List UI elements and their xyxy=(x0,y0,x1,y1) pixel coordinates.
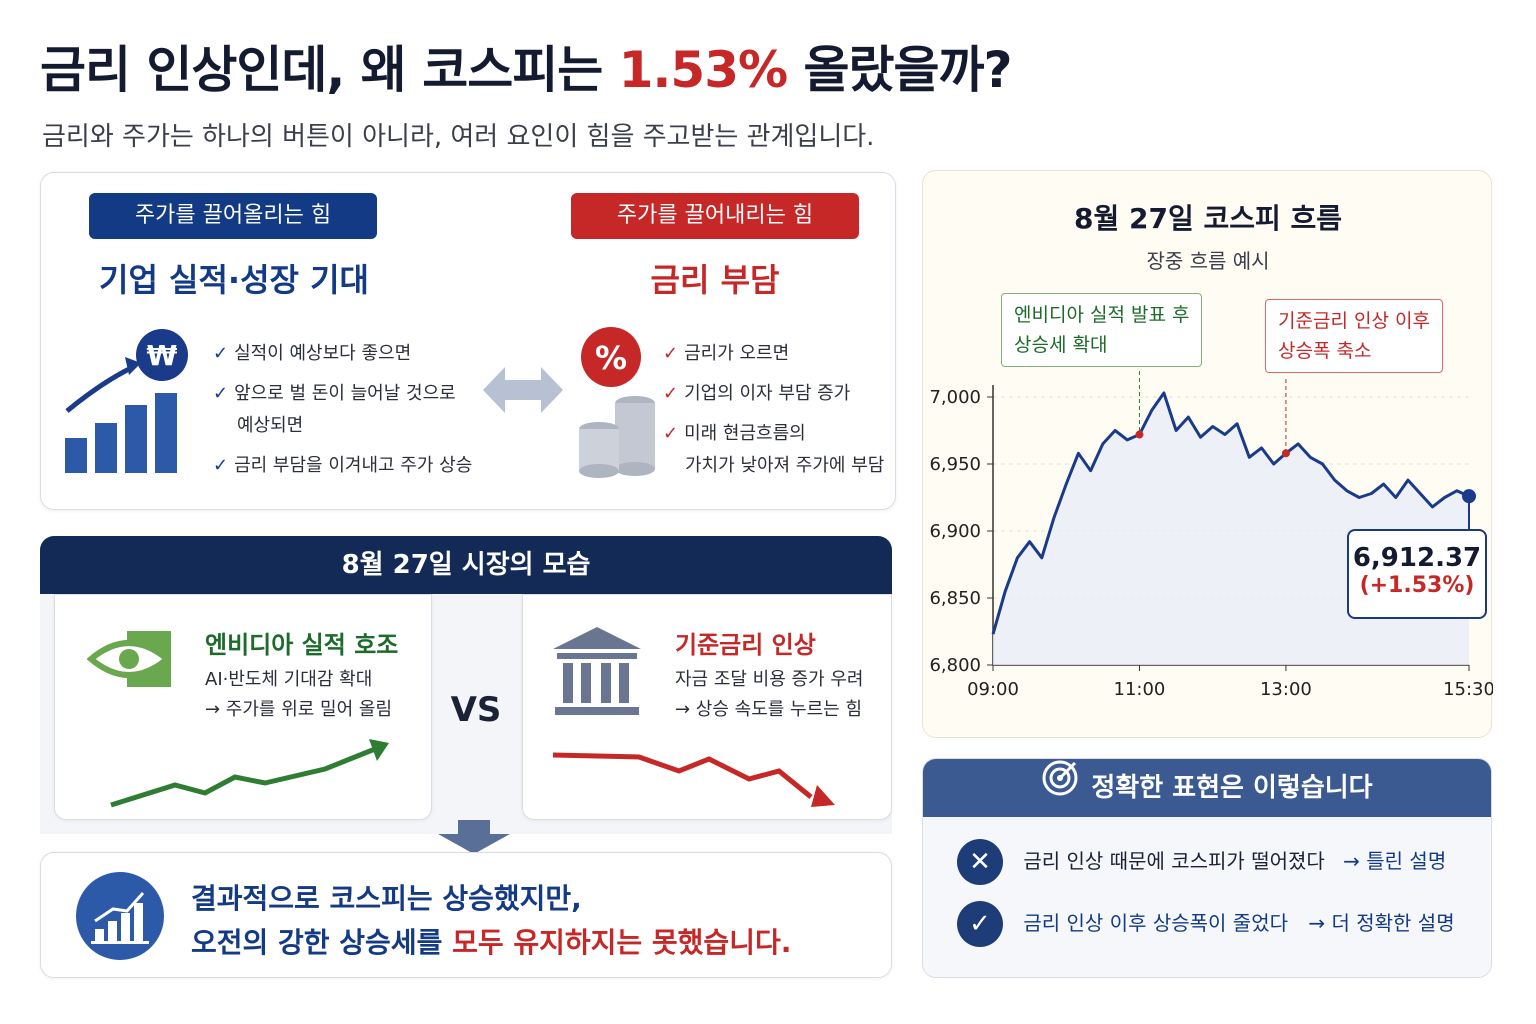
title-accent: 1.53% xyxy=(618,41,788,99)
right-row: ✓ 금리 인상 이후 상승폭이 줄었다 → 더 정확한 설명 xyxy=(957,901,1455,947)
conclusion-line-2: 오전의 강한 상승세를 모두 유지하지는 못했습니다. xyxy=(191,926,792,959)
chart-subtitle: 장중 흐름 예시 xyxy=(1146,249,1270,273)
conclusion-line-1: 결과적으로 코스피는 상승했지만, xyxy=(191,882,582,915)
y-tick-label: 6,800 xyxy=(929,655,981,676)
kospi-line-chart: 6,800 6,850 6,900 6,950 7,000 09:00 11:00 13:00… xyxy=(929,371,1493,700)
annotation-point-rate xyxy=(1281,449,1290,458)
wrong-text: 금리 인상 때문에 코스피가 떨어졌다 xyxy=(1023,848,1325,873)
rate-hike-line-1: 자금 조달 비용 증가 우려 xyxy=(675,669,864,690)
wrong-label: → 틀린 설명 xyxy=(1343,848,1447,873)
x-tick-label: 15:30 xyxy=(1443,679,1493,700)
down-arrow-icon xyxy=(438,820,510,854)
right-text: 금리 인상 이후 상승폭이 줄었다 xyxy=(1023,910,1288,935)
x-tick-label: 13:00 xyxy=(1260,679,1312,700)
rate-hike-title: 기준금리 인상 xyxy=(675,631,816,659)
chart-card: 8월 27일 코스피 흐름 장중 흐름 예시 엔비디아 실적 발표 후 상승세 확… xyxy=(922,170,1493,738)
nvidia-line-1: AI·반도체 기대감 확대 xyxy=(205,669,373,690)
title-end: 올랐을까? xyxy=(787,41,1013,99)
up-bullet-1: ✓ 실적이 예상보다 좋으면 xyxy=(213,343,412,364)
growth-chart-icon xyxy=(76,872,164,960)
y-tick-label: 6,850 xyxy=(929,588,981,609)
note-header: 정확한 표현은 이렇습니다 xyxy=(923,759,1491,817)
note-card: 정확한 표현은 이렇습니다 ✕ 금리 인상 때문에 코스피가 떨어졌다 → 틀린… xyxy=(922,758,1492,978)
x-tick-label: 09:00 xyxy=(967,679,1019,700)
x-icon: ✕ xyxy=(957,839,1003,885)
down-force-pill: 주가를 끌어내리는 힘 xyxy=(571,193,859,239)
wrong-row: ✕ 금리 인상 때문에 코스피가 떨어졌다 → 틀린 설명 xyxy=(957,839,1446,885)
final-point xyxy=(1462,489,1476,504)
check-icon: ✓ xyxy=(957,901,1003,947)
y-tick-label: 7,000 xyxy=(929,387,981,408)
page-title: 금리 인상인데, 왜 코스피는 1.53% 올랐을까? xyxy=(40,30,1013,102)
down-force-heading: 금리 부담 xyxy=(650,261,780,299)
down-bullet-2: ✓ 기업의 이자 부담 증가 xyxy=(663,383,851,404)
up-force-pill: 주가를 끌어올리는 힘 xyxy=(89,193,377,239)
rate-hike-line-2: → 상승 속도를 누르는 힘 xyxy=(675,699,863,720)
up-force-heading: 기업 실적·성장 기대 xyxy=(99,261,369,299)
down-bullet-3-cont: 가치가 낮아져 주가에 부담 xyxy=(685,455,885,476)
svg-text:%: % xyxy=(595,339,627,377)
red-down-arrow-icon xyxy=(552,752,835,807)
nvidia-title: 엔비디아 실적 호조 xyxy=(205,631,399,659)
page-subtitle: 금리와 주가는 하나의 버튼이 아니라, 여러 요인이 힘을 주고받는 관계입니… xyxy=(42,122,875,152)
right-label: → 더 정확한 설명 xyxy=(1308,910,1455,935)
series-line xyxy=(991,391,1470,635)
market-band: 8월 27일 시장의 모습 xyxy=(40,536,892,594)
rate-hike-card: 기준금리 인상 자금 조달 비용 증가 우려 → 상승 속도를 누르는 힘 xyxy=(522,594,892,820)
up-bullet-3: ✓ 금리 부담을 이겨내고 주가 상승 xyxy=(213,455,473,476)
annotation-rate-hike: 기준금리 인상 이후 상승폭 축소 xyxy=(1265,299,1443,373)
y-tick-label: 6,950 xyxy=(929,454,981,475)
green-up-arrow-icon xyxy=(110,739,389,808)
down-bullet-3: ✓ 미래 현금흐름의 xyxy=(663,423,806,444)
x-tick-label: 11:00 xyxy=(1114,679,1166,700)
nvidia-logo-icon xyxy=(87,631,171,687)
double-arrow-icon xyxy=(483,367,563,413)
title-main: 금리 인상인데, 왜 코스피는 xyxy=(40,41,619,99)
annotation-nvidia: 엔비디아 실적 발표 후 상승세 확대 xyxy=(1001,293,1203,367)
annotation-point-nvidia xyxy=(1135,430,1144,439)
y-tick-label: 6,900 xyxy=(929,521,981,542)
final-change: (+1.53%) xyxy=(1359,573,1475,598)
nvidia-line-2: → 주가를 위로 밀어 올림 xyxy=(205,699,393,720)
up-bullet-2: ✓ 앞으로 벌 돈이 늘어날 것으로 xyxy=(213,383,456,404)
final-value-box: 6,912.37 (+1.53%) xyxy=(1347,529,1487,619)
vs-label: VS xyxy=(450,690,502,730)
percent-coins-icon: % xyxy=(579,327,655,478)
note-title: 정확한 표현은 이렇습니다 xyxy=(1091,773,1373,803)
chart-title: 8월 27일 코스피 흐름 xyxy=(1073,202,1342,235)
won-growth-bars-icon: ₩ xyxy=(65,329,188,473)
final-value: 6,912.37 xyxy=(1352,543,1482,573)
forces-card: 주가를 끌어올리는 힘 주가를 끌어내리는 힘 기업 실적·성장 기대 금리 부… xyxy=(40,172,896,510)
nvidia-card: 엔비디아 실적 호조 AI·반도체 기대감 확대 → 주가를 위로 밀어 올림 xyxy=(54,594,432,820)
bank-icon xyxy=(553,627,641,715)
target-icon xyxy=(1041,759,1079,818)
svg-text:₩: ₩ xyxy=(147,339,178,372)
up-bullet-2-cont: 예상되면 xyxy=(237,415,304,436)
conclusion-card: 결과적으로 코스피는 상승했지만, 오전의 강한 상승세를 모두 유지하지는 못… xyxy=(40,852,892,978)
down-bullet-1: ✓ 금리가 오르면 xyxy=(663,343,790,364)
